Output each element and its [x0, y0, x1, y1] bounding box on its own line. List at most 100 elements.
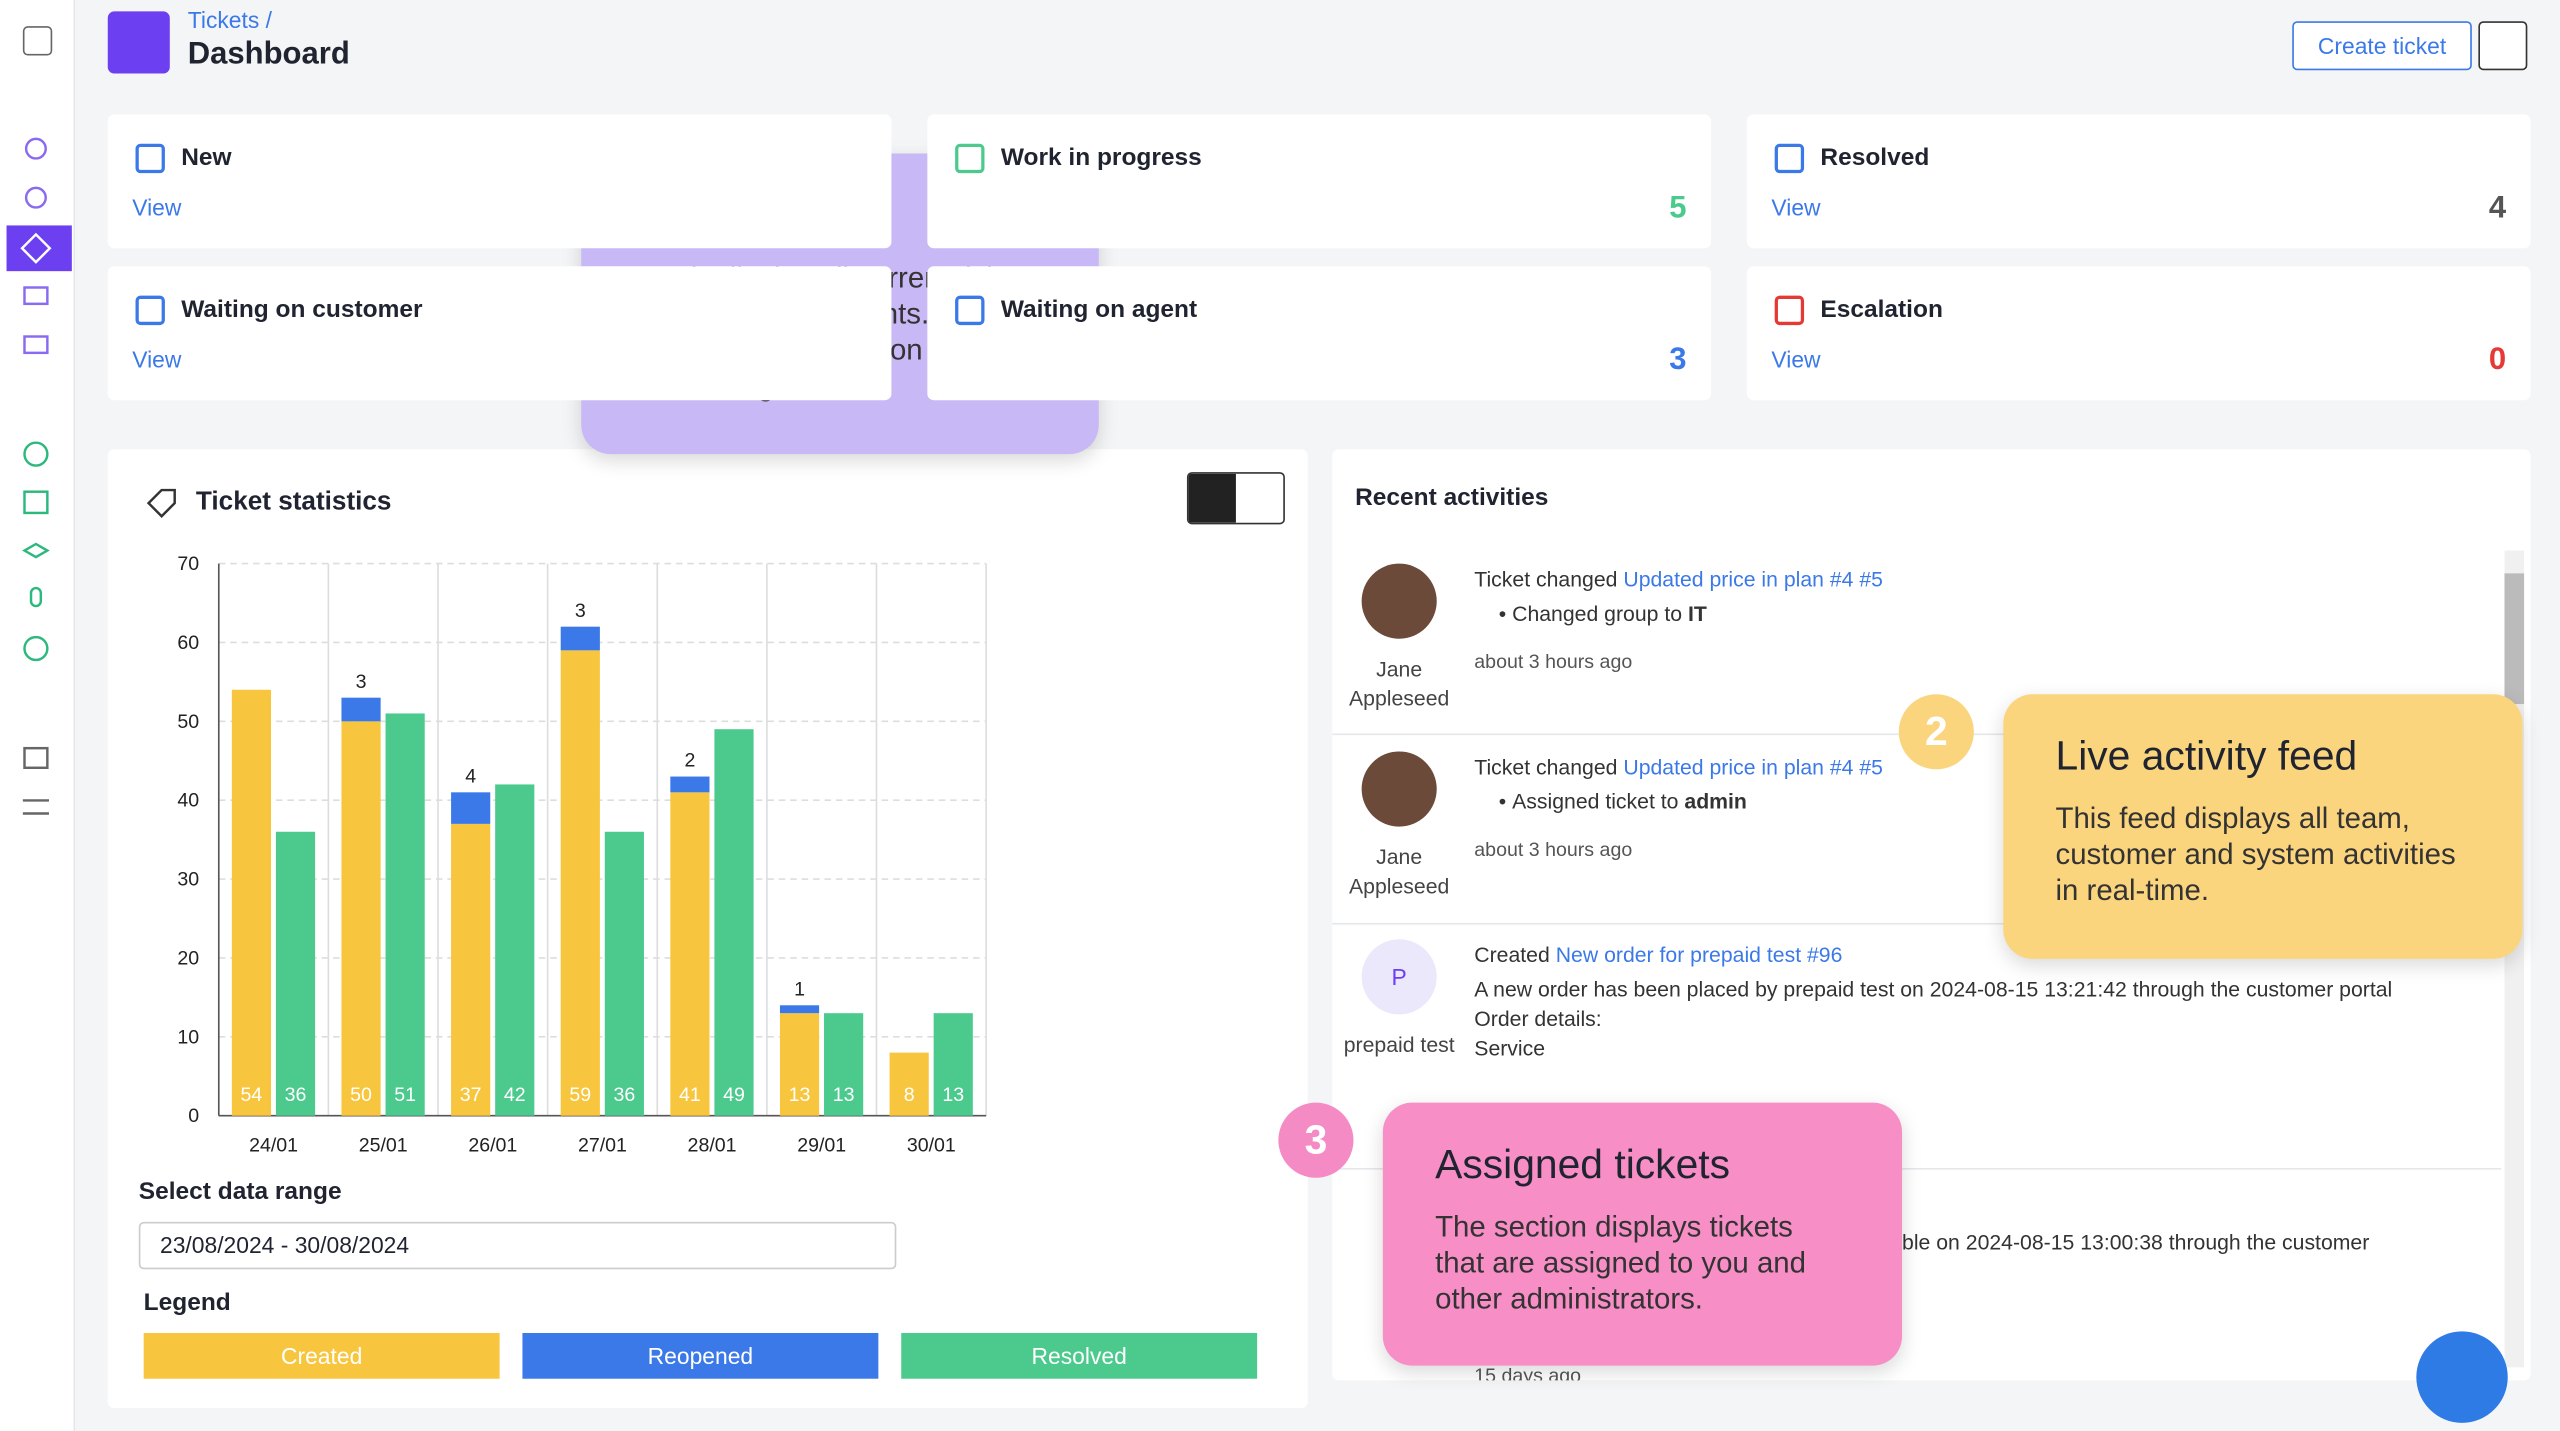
create-button[interactable]: Create ticket — [2292, 21, 2472, 71]
bar — [341, 697, 381, 722]
status-card: New View — [107, 114, 892, 249]
activity-header: Ticket changed Updated price in plan #4 … — [1474, 567, 1883, 592]
callout-title: Live activity feed — [2055, 733, 2358, 780]
activity-link[interactable]: Updated price in plan #4 #5 — [1623, 754, 1883, 780]
bar — [779, 1013, 820, 1116]
y-tick-label: 70 — [177, 553, 199, 575]
status-card: Resolved View 4 — [1746, 114, 2531, 249]
activity-detail: • Assigned ticket to admin — [1498, 789, 1747, 814]
panel-title: Recent activities — [1355, 483, 1549, 512]
value-label: 13 — [789, 1084, 811, 1106]
bar — [670, 776, 710, 793]
view-link[interactable]: View — [132, 346, 182, 373]
x-tick-label: 27/01 — [578, 1135, 627, 1157]
activity-link[interactable]: Updated price in plan #4 #5 — [1623, 566, 1883, 592]
card-icon — [955, 295, 985, 326]
card-label: Work in progress — [1000, 143, 1202, 172]
value-label: 36 — [613, 1084, 635, 1106]
view-link[interactable]: View — [1771, 194, 1821, 221]
detail-bold: admin — [1684, 789, 1747, 814]
card-icon — [1774, 295, 1805, 326]
status-card: Work in progress 5 — [927, 114, 1712, 249]
value-label: 4 — [465, 766, 476, 788]
card-icon — [135, 143, 165, 174]
bar — [231, 689, 272, 1116]
view-link[interactable]: View — [132, 194, 182, 221]
activity-action: Ticket changed — [1474, 566, 1618, 592]
activity-line: Order details: — [1474, 1006, 1602, 1031]
sidebar — [0, 0, 76, 1431]
bar — [560, 626, 600, 651]
value-label: 54 — [241, 1084, 263, 1106]
chat-button[interactable] — [2416, 1331, 2508, 1423]
card-count: 5 — [1669, 191, 1687, 226]
value-label: 37 — [460, 1084, 482, 1106]
page-title: Dashboard — [187, 37, 350, 72]
bar — [779, 1005, 820, 1014]
callout-text: The section displays tickets that are as… — [1435, 1210, 1806, 1316]
card-label: Waiting on customer — [181, 295, 423, 324]
activity-detail: • Changed group to IT — [1498, 601, 1707, 626]
nav-icons — [20, 137, 52, 815]
y-tick-label: 10 — [177, 1026, 199, 1048]
activity-link[interactable]: New order for prepaid test #96 — [1555, 942, 1843, 968]
legend-item: Created — [143, 1332, 500, 1379]
callout-number: 3 — [1278, 1102, 1354, 1178]
view-link[interactable]: View — [1771, 346, 1821, 373]
card-label: Resolved — [1820, 143, 1930, 172]
range-input[interactable]: 23/08/2024 - 30/08/2024 — [138, 1221, 897, 1270]
refresh-button[interactable] — [2478, 21, 2528, 71]
card-label: Waiting on agent — [1000, 295, 1198, 324]
value-label: 42 — [504, 1084, 526, 1106]
breadcrumb[interactable]: Tickets / — [187, 6, 273, 33]
x-tick-label: 24/01 — [249, 1135, 298, 1157]
y-tick-label: 0 — [188, 1105, 199, 1127]
view-toggle[interactable] — [1186, 472, 1285, 525]
callout-title: Assigned tickets — [1435, 1141, 1731, 1188]
value-label: 49 — [723, 1084, 745, 1106]
icon[interactable] — [22, 26, 53, 56]
value-label: 1 — [794, 978, 805, 1000]
value-label: 8 — [904, 1084, 915, 1106]
divider — [1332, 1167, 2502, 1170]
author-name: Jane — [1376, 844, 1423, 870]
y-tick-label: 40 — [177, 790, 199, 812]
author-name: Appleseed — [1349, 686, 1450, 711]
y-tick-label: 60 — [177, 632, 199, 654]
callout-number: 2 — [1898, 694, 1974, 770]
y-tick-label: 50 — [177, 711, 199, 733]
value-label: 3 — [356, 671, 367, 693]
bar — [604, 831, 644, 1116]
value-label: 3 — [575, 600, 586, 622]
value-label: 13 — [833, 1084, 855, 1106]
card-label: Escalation — [1820, 295, 1943, 324]
avatar: P — [1361, 939, 1437, 1015]
value-label: 13 — [942, 1084, 964, 1106]
status-card: Waiting on customer View — [107, 266, 892, 401]
bar — [889, 1052, 929, 1116]
bar — [670, 792, 710, 1116]
bar — [714, 729, 754, 1116]
status-card: Escalation View 0 — [1746, 266, 2531, 401]
callout: Live activity feed This feed displays all… — [2003, 694, 2523, 959]
legend-item: Reopened — [522, 1332, 879, 1379]
value-label: 41 — [679, 1084, 701, 1106]
scrollbar[interactable] — [2504, 550, 2525, 1368]
card-count: 4 — [2488, 191, 2507, 226]
bar — [385, 713, 425, 1116]
card-count: 3 — [1669, 343, 1687, 378]
card-icon — [1774, 143, 1805, 174]
activity-header: Created New order for prepaid test #96 — [1474, 943, 1842, 968]
detail-text: Changed group to — [1512, 601, 1683, 626]
x-tick-label: 29/01 — [797, 1135, 846, 1157]
value-label: 36 — [285, 1084, 307, 1106]
activity-time: about 3 hours ago — [1474, 838, 1633, 861]
bar — [560, 650, 600, 1116]
activity-action: Created — [1474, 942, 1550, 968]
active-nav[interactable] — [6, 225, 72, 272]
bar — [275, 831, 316, 1116]
card-label: New — [181, 143, 232, 172]
activity-action: Ticket changed — [1474, 754, 1618, 780]
activity-time: about 3 hours ago — [1474, 650, 1633, 674]
author-name: Jane — [1376, 656, 1423, 682]
